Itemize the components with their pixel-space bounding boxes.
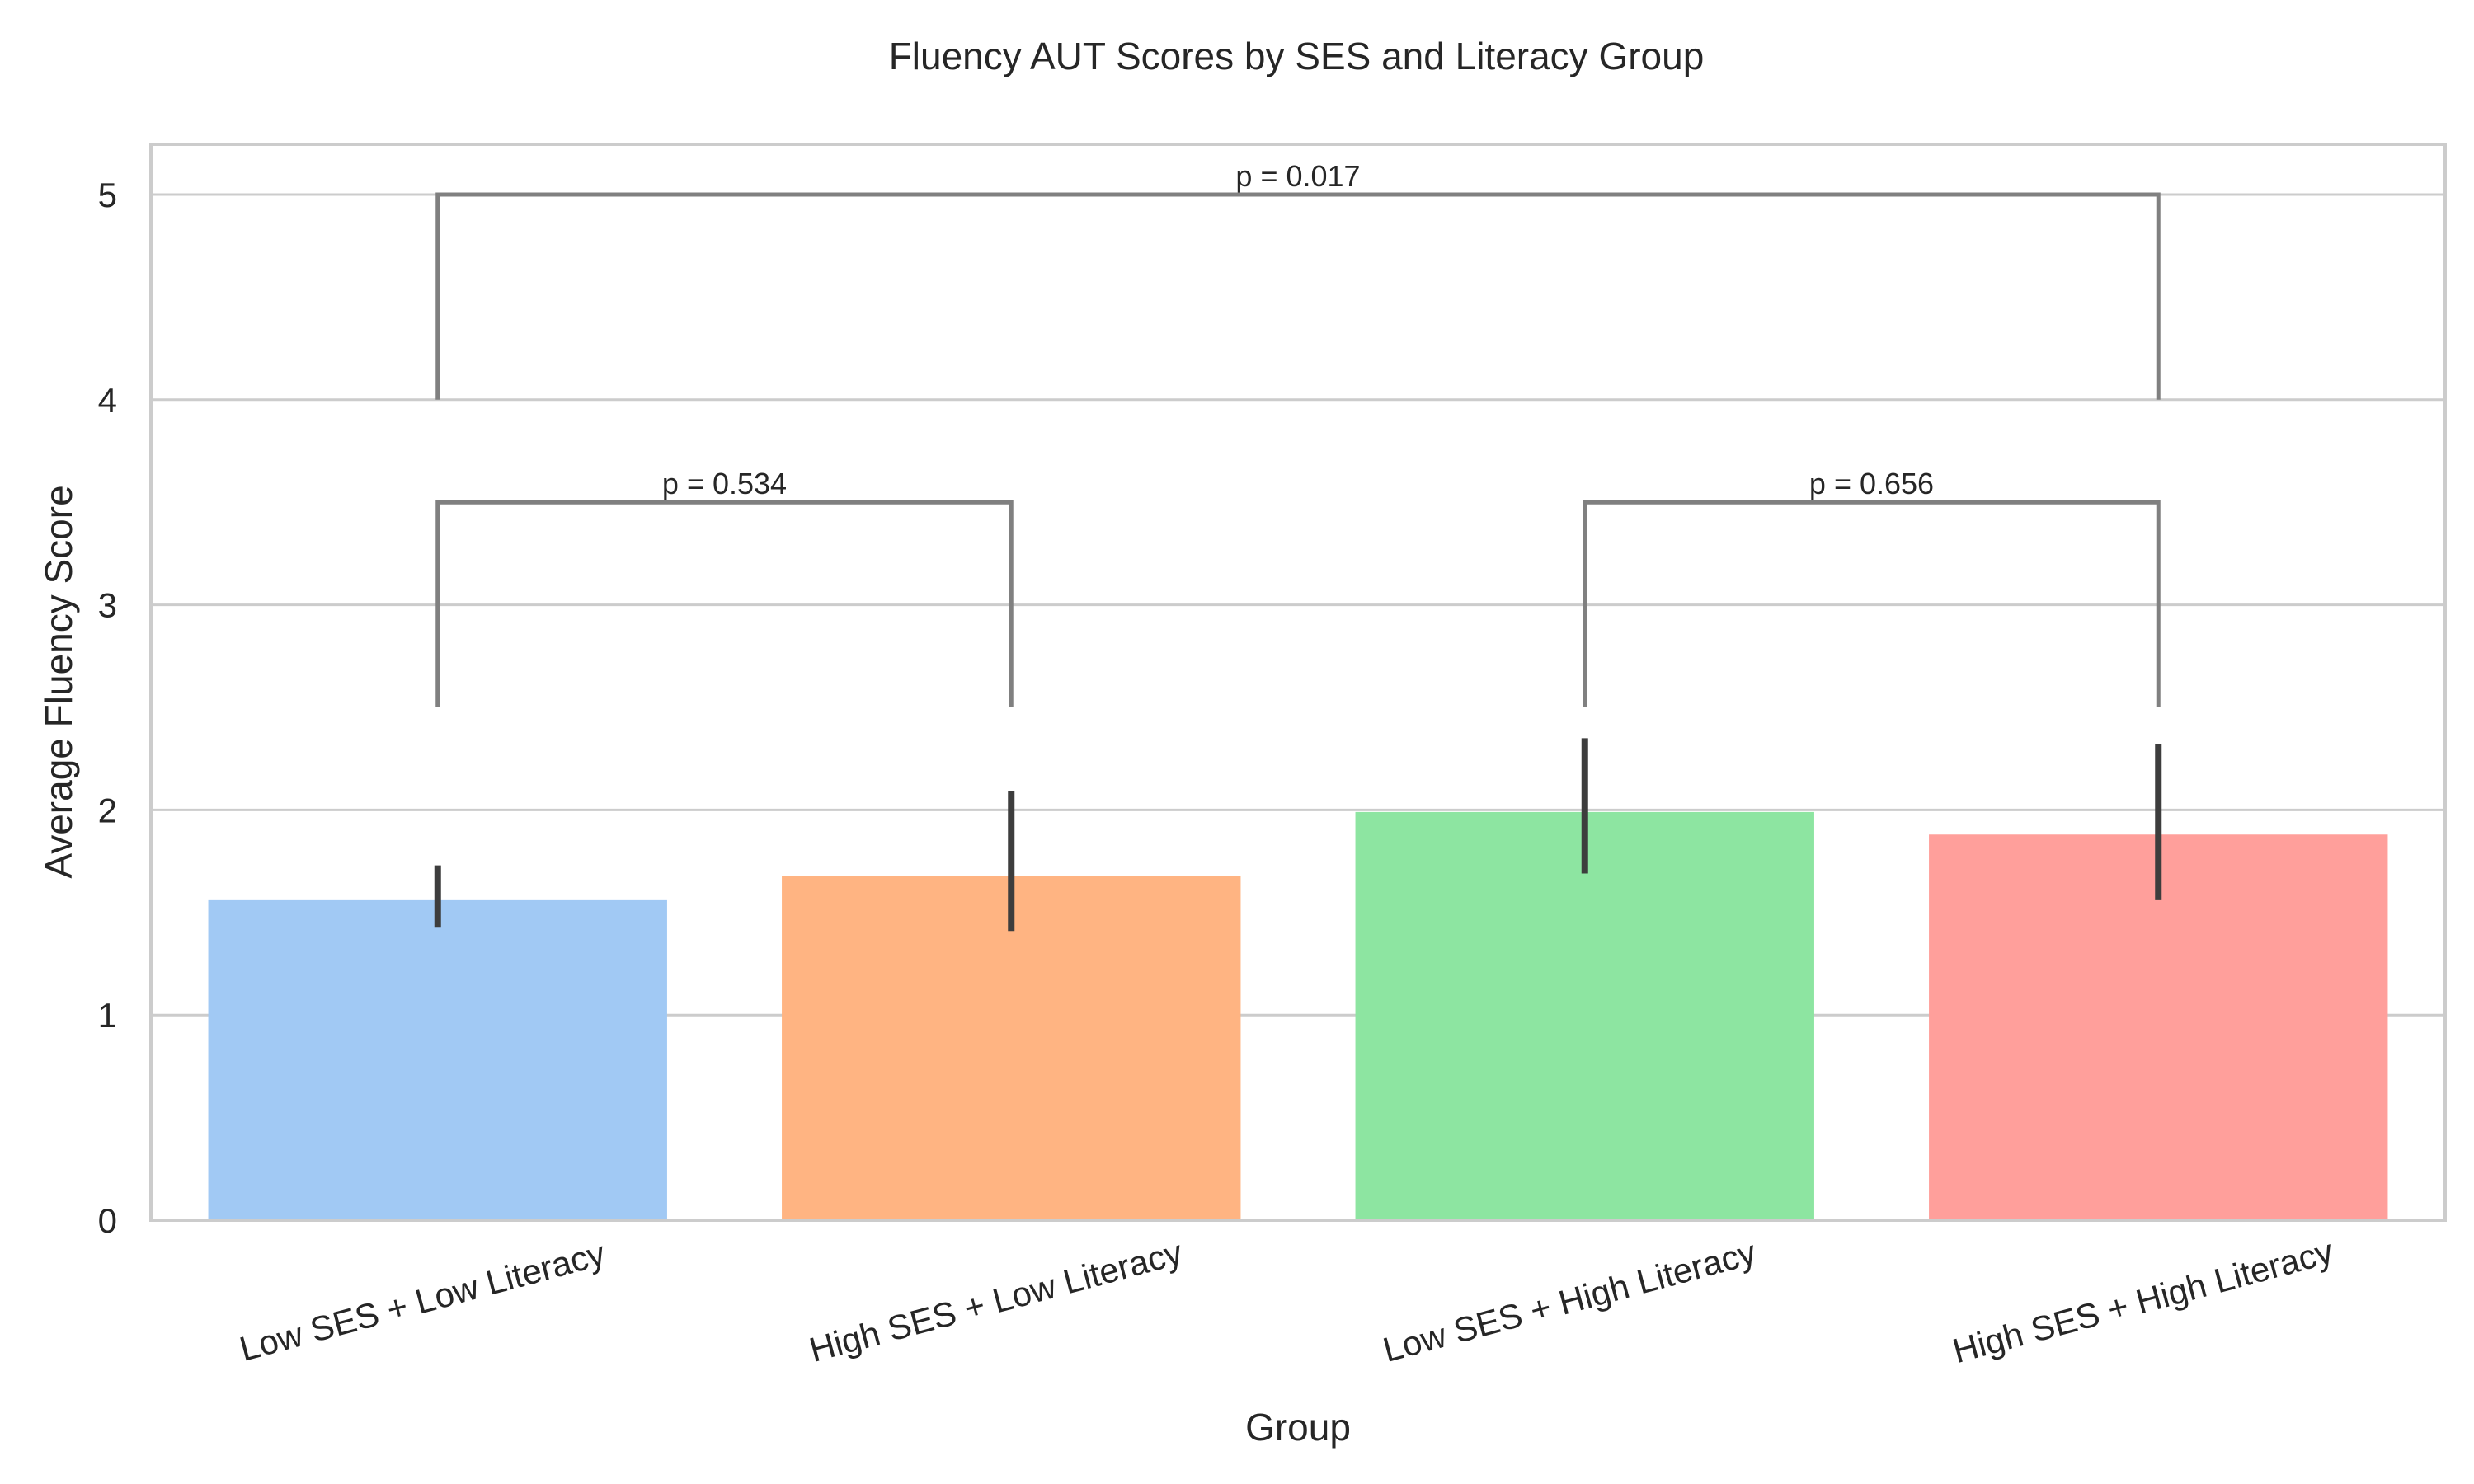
y-axis-label: Average Fluency Score xyxy=(37,485,80,878)
bars xyxy=(208,811,2388,1220)
y-tick-label: 5 xyxy=(98,176,117,214)
significance-bracket xyxy=(1583,500,2161,707)
p-value-label: p = 0.656 xyxy=(1809,467,1934,500)
p-value-label: p = 0.017 xyxy=(1235,159,1360,193)
y-tick-label: 2 xyxy=(98,791,117,829)
chart-title: Fluency AUT Scores by SES and Literacy G… xyxy=(889,35,1705,77)
error-bars xyxy=(434,738,2162,932)
bar xyxy=(1355,811,1814,1220)
y-tick-label: 3 xyxy=(98,586,117,625)
x-axis-label: Group xyxy=(1245,1406,1351,1449)
significance-annotations: p = 0.534 p = 0.656 p = 0.017 xyxy=(435,159,2161,707)
bar xyxy=(782,876,1241,1220)
bar xyxy=(208,899,667,1220)
significance-bracket xyxy=(435,500,1014,707)
plot-frame xyxy=(149,143,2447,1222)
y-tick-label: 1 xyxy=(98,996,117,1035)
y-tick-label: 4 xyxy=(98,381,117,420)
y-tick-labels: 0 1 2 3 4 5 xyxy=(98,176,117,1240)
significance-bracket xyxy=(435,192,2161,400)
y-tick-label: 0 xyxy=(98,1201,117,1240)
p-value-label: p = 0.534 xyxy=(662,467,787,500)
